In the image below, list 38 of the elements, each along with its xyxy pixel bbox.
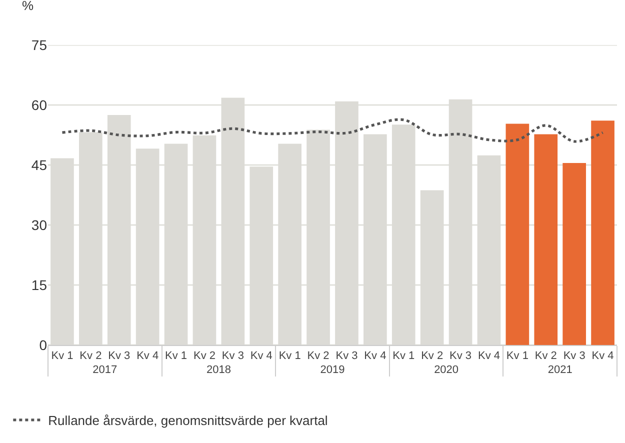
- bar: [506, 124, 530, 345]
- x-tick-label: Kv 4: [136, 350, 159, 362]
- x-tick-label: Kv 1: [278, 350, 301, 362]
- x-tick-label: Kv 3: [108, 350, 130, 362]
- x-tick-label: Kv 2: [193, 350, 216, 362]
- x-tick-label: Kv 3: [563, 350, 586, 362]
- y-tick-label: 0: [39, 336, 48, 353]
- text: 2021: [548, 364, 572, 376]
- x-tick-label: Kv 1: [392, 350, 415, 362]
- x-tick-label: Kv 1: [506, 350, 528, 362]
- x-tick-label: Kv 2: [421, 350, 444, 362]
- y-tick-label: 15: [31, 276, 48, 293]
- text: 2020: [434, 364, 459, 376]
- x-tick-label: Kv 2: [307, 350, 330, 362]
- bar: [562, 163, 586, 345]
- x-tick-label: Kv 2: [534, 350, 557, 362]
- y-tick-label: 30: [31, 216, 48, 233]
- y-tick-label: 45: [31, 156, 48, 173]
- y-tick-label: 75: [31, 36, 48, 53]
- x-tick-label: Kv 3: [222, 350, 244, 362]
- text: 2017: [92, 364, 118, 376]
- x-tick-label: Kv 4: [592, 350, 614, 362]
- x-tick-label: Kv 2: [80, 350, 102, 362]
- x-tick-label: Kv 4: [364, 350, 386, 362]
- bar: [591, 120, 614, 345]
- x-tick-label: Kv 3: [450, 350, 472, 362]
- bar: [534, 134, 558, 345]
- y-axis-title: %: [22, 0, 34, 13]
- line-series: [60, 118, 604, 143]
- text: 2018: [206, 364, 231, 376]
- legend-label: Rullande årsvärde, genomsnittsvärde per kvartal: [48, 413, 328, 428]
- text: 2019: [320, 364, 345, 376]
- x-tick-label: Kv 1: [165, 350, 188, 362]
- x-tick-label: Kv 4: [250, 350, 272, 362]
- x-tick-label: Kv 3: [336, 350, 358, 362]
- x-tick-label: Kv 4: [478, 350, 500, 362]
- x-tick-label: Kv 1: [51, 350, 74, 362]
- y-tick-label: 60: [31, 96, 48, 113]
